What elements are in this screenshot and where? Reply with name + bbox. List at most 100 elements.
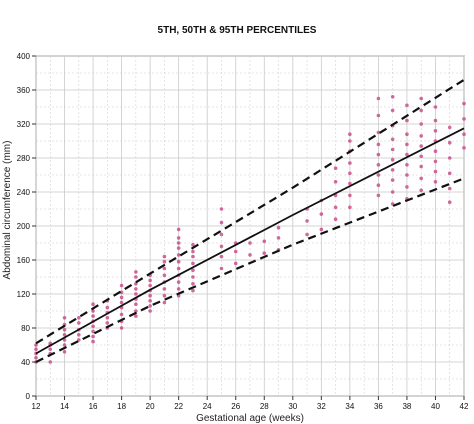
data-point	[405, 185, 409, 189]
data-point	[134, 292, 138, 296]
data-point	[462, 146, 466, 150]
data-point	[390, 137, 395, 142]
data-point	[433, 105, 438, 109]
y-tick-label: 360	[17, 86, 31, 95]
data-point	[191, 249, 195, 254]
data-point	[447, 156, 452, 160]
data-point	[462, 117, 466, 121]
data-point	[119, 295, 124, 300]
data-point	[405, 142, 409, 147]
data-point	[348, 205, 352, 210]
data-point	[447, 186, 452, 191]
data-point	[148, 309, 152, 313]
data-point	[162, 273, 167, 278]
percentile-50-line	[35, 127, 465, 355]
data-point	[77, 316, 81, 320]
x-tick-label: 34	[345, 402, 354, 411]
data-point	[176, 227, 181, 232]
data-point	[162, 259, 167, 264]
data-point	[248, 241, 252, 245]
data-point	[62, 343, 67, 347]
data-point	[333, 205, 338, 210]
data-point	[191, 242, 195, 247]
x-tick-label: 24	[203, 402, 212, 411]
data-point	[419, 176, 424, 181]
data-point	[134, 287, 138, 291]
data-point	[419, 134, 424, 138]
chart-title: 5TH, 50TH & 95TH PERCENTILES	[158, 25, 317, 36]
y-tick-label: 160	[17, 256, 31, 265]
data-point	[376, 113, 381, 118]
data-point	[62, 327, 67, 332]
data-point	[390, 168, 395, 172]
data-point	[233, 249, 238, 254]
x-tick-label: 16	[89, 402, 98, 411]
data-point	[390, 108, 395, 113]
data-point	[91, 314, 95, 318]
data-point	[176, 241, 181, 245]
data-point	[390, 157, 395, 162]
data-point	[447, 171, 452, 176]
y-tick-label: 240	[17, 188, 31, 197]
data-point	[176, 253, 181, 257]
data-point	[191, 268, 195, 273]
data-point	[91, 334, 95, 339]
data-point	[276, 225, 281, 230]
data-point	[119, 312, 124, 317]
data-point	[34, 343, 38, 347]
data-point	[433, 180, 438, 184]
data-point	[219, 266, 224, 271]
data-point	[105, 321, 110, 325]
data-point	[433, 118, 438, 123]
data-point	[176, 236, 181, 240]
data-point	[348, 132, 352, 136]
data-point	[405, 152, 409, 157]
x-axis-label: Gestational age (weeks)	[196, 413, 304, 424]
data-point	[419, 164, 424, 169]
data-point	[276, 236, 281, 240]
data-point	[91, 302, 95, 307]
data-point	[390, 95, 395, 99]
data-point	[148, 299, 152, 303]
data-point	[62, 350, 67, 354]
data-point	[305, 219, 309, 223]
data-point	[348, 181, 352, 186]
data-point	[376, 183, 381, 187]
data-point	[419, 154, 424, 159]
data-point	[77, 321, 81, 325]
data-point	[134, 314, 138, 318]
data-point	[219, 232, 224, 237]
data-point	[333, 217, 338, 221]
data-point	[91, 324, 95, 329]
data-point	[376, 193, 381, 198]
data-point	[62, 333, 67, 337]
data-point	[134, 309, 138, 313]
x-tick-label: 30	[288, 402, 297, 411]
data-point	[119, 326, 124, 330]
data-point	[305, 232, 309, 237]
data-point	[134, 270, 138, 274]
data-point	[176, 266, 181, 271]
data-point	[162, 300, 167, 305]
data-point	[447, 125, 452, 130]
data-point	[376, 152, 381, 157]
data-points	[34, 95, 466, 364]
x-tick-label: 36	[374, 402, 383, 411]
x-tick-label: 42	[460, 402, 469, 411]
data-point	[433, 149, 438, 153]
y-tick-label: 280	[17, 154, 31, 163]
data-point	[405, 132, 409, 136]
data-point	[162, 266, 167, 271]
data-point	[262, 239, 267, 244]
data-point	[319, 212, 324, 216]
data-point	[48, 347, 53, 352]
data-point	[376, 173, 381, 177]
data-point	[405, 163, 409, 167]
data-point	[176, 259, 181, 264]
data-point	[219, 244, 224, 249]
data-point	[162, 254, 167, 259]
x-axis-ticks: 12 14 16 18 20 22 24 26 28 30 32 34 36 38 40 42	[32, 396, 469, 411]
data-point	[376, 130, 381, 135]
data-point	[148, 304, 152, 308]
